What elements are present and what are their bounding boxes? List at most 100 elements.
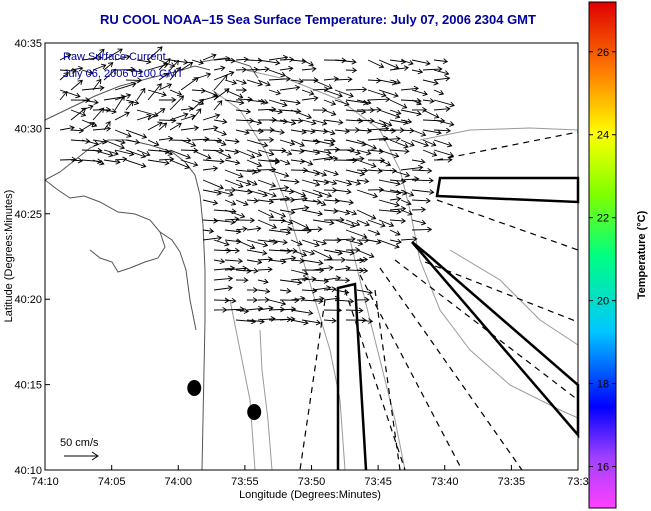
current-vector (433, 99, 455, 108)
current-vector (323, 317, 337, 324)
current-vector (257, 266, 273, 273)
scale-arrow (64, 451, 99, 461)
current-vector (367, 135, 389, 142)
current-vector (246, 159, 263, 168)
station-markers (187, 380, 262, 420)
current-vector (59, 53, 72, 61)
current-vector (345, 179, 362, 186)
current-vector (290, 275, 309, 282)
current-vector (70, 127, 85, 134)
current-vector (290, 269, 309, 277)
colorbar: 16 18 20 22 24 26 Temperature (°C) (588, 1, 648, 509)
current-vector (268, 54, 289, 61)
current-vector (400, 189, 415, 197)
current-vector (92, 48, 105, 61)
current-vector (345, 99, 369, 106)
current-vector (345, 156, 365, 162)
current-vector (290, 309, 314, 316)
current-vector (268, 76, 292, 82)
bathymetry-contour (259, 329, 273, 471)
current-vector (257, 136, 275, 143)
current-vector (356, 249, 375, 259)
current-vector (356, 256, 369, 263)
current-vector (169, 95, 185, 111)
current-vector (158, 83, 173, 91)
current-vector (147, 148, 171, 155)
current-vector (114, 54, 131, 61)
current-vector (422, 117, 446, 124)
current-vector (268, 157, 281, 164)
current-vector (301, 66, 317, 72)
current-vector (279, 219, 294, 226)
current-vector (81, 122, 95, 131)
current-vector (279, 297, 300, 304)
current-vector (114, 139, 126, 145)
current-vector (345, 169, 366, 177)
current-vector (433, 89, 445, 96)
current-vector (191, 98, 205, 111)
current-vector (301, 287, 318, 294)
current-vector (323, 99, 337, 106)
current-vector (213, 219, 236, 225)
current-vector (345, 239, 364, 247)
current-vector (356, 267, 369, 274)
current-vector (92, 78, 102, 91)
current-vector (367, 157, 386, 164)
current-vector (114, 129, 132, 138)
current-vector (235, 87, 248, 93)
current-vector (290, 219, 310, 230)
current-vector (213, 189, 234, 197)
current-vector (169, 122, 182, 131)
current-vector (268, 129, 285, 135)
current-vector (400, 164, 424, 171)
y-axis: 40:10 40:15 40:20 40:25 40:30 40:35 (14, 38, 50, 477)
current-vector (213, 118, 228, 125)
current-vector (279, 99, 301, 106)
current-vector (147, 62, 169, 71)
current-vector (268, 248, 292, 254)
current-vector (235, 318, 257, 325)
colorbar-ticks: 16 18 20 22 24 26 (589, 47, 616, 474)
current-vector (334, 99, 350, 107)
current-vector (235, 96, 253, 103)
current-vector (202, 53, 217, 61)
current-vector (323, 179, 338, 186)
current-vector (224, 265, 248, 272)
dashed-radial (379, 267, 523, 471)
colorbar-tick-label: 20 (597, 296, 609, 308)
current-vector (411, 68, 424, 75)
current-vector (400, 199, 412, 206)
current-vector (268, 147, 287, 154)
current-vector (290, 249, 308, 257)
current-vector (334, 236, 356, 242)
current-vector (103, 68, 117, 81)
current-vector (246, 225, 262, 232)
current-vector (400, 118, 413, 125)
current-vectors (59, 46, 455, 326)
current-vector (70, 109, 87, 117)
current-vector (378, 135, 401, 142)
current-vector (213, 65, 226, 72)
current-vector (191, 108, 202, 121)
y-tick-label: 40:15 (14, 380, 42, 392)
current-vector (257, 316, 276, 322)
current-vector (433, 75, 451, 82)
current-vector (191, 59, 204, 66)
x-tick-label: 74:00 (165, 476, 193, 488)
current-vector (345, 139, 367, 147)
current-vector (400, 109, 422, 117)
current-vector (345, 209, 358, 216)
chart-title: RU COOL NOAA–15 Sea Surface Temperature:… (100, 12, 536, 27)
current-vector (422, 98, 435, 104)
current-vector (367, 119, 388, 128)
current-vector (81, 55, 103, 61)
current-vector (81, 69, 94, 76)
dashed-radial (374, 289, 401, 471)
dashed-radial (424, 261, 579, 323)
bathymetry-contours (211, 69, 579, 471)
current-vector (202, 228, 215, 234)
current-vector (246, 119, 263, 126)
current-vector (345, 117, 364, 124)
x-tick-label: 73:35 (498, 476, 526, 488)
current-vector (301, 59, 314, 67)
